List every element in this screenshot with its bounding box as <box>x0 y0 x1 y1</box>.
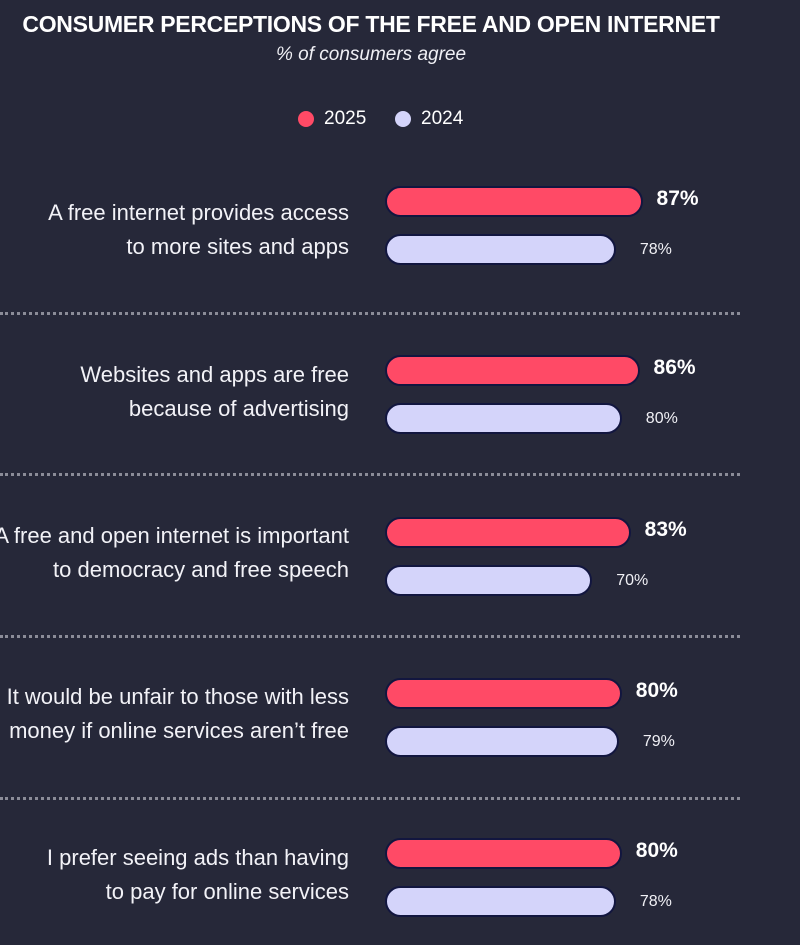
legend-label-2025: 2025 <box>324 108 367 129</box>
legend-label-2024: 2024 <box>421 108 464 129</box>
value-label-2024: 78% <box>639 893 672 910</box>
legend-dot-2025 <box>298 111 314 127</box>
category-label-line: A free and open internet is important <box>0 523 349 548</box>
chart-subtitle: % of consumers agree <box>275 44 467 65</box>
legend-item-2024: 2024 <box>395 108 463 130</box>
category-label: I prefer seeing ads than having to pay fo… <box>0 841 349 909</box>
bar-2025 <box>385 838 622 869</box>
bar-2025 <box>385 186 643 217</box>
legend-dot-2024 <box>395 111 411 127</box>
row-divider <box>0 473 740 476</box>
category-label-line: Websites and apps are free <box>80 362 349 387</box>
category-label-line: A free internet provides access <box>48 200 349 225</box>
bar-2024 <box>385 234 616 265</box>
legend-item-2025: 2025 <box>298 108 366 130</box>
bar-2024 <box>385 886 616 917</box>
chart-title: CONSUMER PERCEPTIONS OF THE FREE AND OPE… <box>22 11 720 37</box>
bar-2025 <box>385 678 622 709</box>
value-label-2025: 83% <box>644 518 687 541</box>
category-label-line: because of advertising <box>128 396 349 421</box>
bar-2025 <box>385 517 631 548</box>
row-divider <box>0 797 740 800</box>
bar-2025 <box>385 355 640 386</box>
bar-2024 <box>385 403 622 434</box>
category-label: Websites and apps are free because of adv… <box>0 358 349 426</box>
bar-2024 <box>385 565 593 596</box>
bar-2024 <box>385 726 619 757</box>
value-label-2024: 80% <box>645 410 678 427</box>
category-label: A free internet provides access to more s… <box>0 196 349 264</box>
value-label-2024: 79% <box>642 733 675 750</box>
value-label-2024: 78% <box>639 241 672 258</box>
row-divider <box>0 635 740 638</box>
category-label-line: to democracy and free speech <box>53 557 349 582</box>
category-label-line: It would be unfair to those with less <box>6 684 349 709</box>
row-divider <box>0 312 740 315</box>
value-label-2025: 87% <box>656 187 699 210</box>
category-label-line: money if online services aren’t free <box>9 718 349 743</box>
category-label: It would be unfair to those with less mon… <box>0 680 349 748</box>
category-label: A free and open internet is important to … <box>0 519 349 587</box>
value-label-2025: 80% <box>635 679 678 702</box>
value-label-2025: 86% <box>653 356 696 379</box>
category-label-line: to pay for online services <box>105 879 349 904</box>
category-label-line: to more sites and apps <box>126 234 349 259</box>
category-label-line: I prefer seeing ads than having <box>46 845 349 870</box>
value-label-2025: 80% <box>635 839 678 862</box>
value-label-2024: 70% <box>616 572 649 589</box>
